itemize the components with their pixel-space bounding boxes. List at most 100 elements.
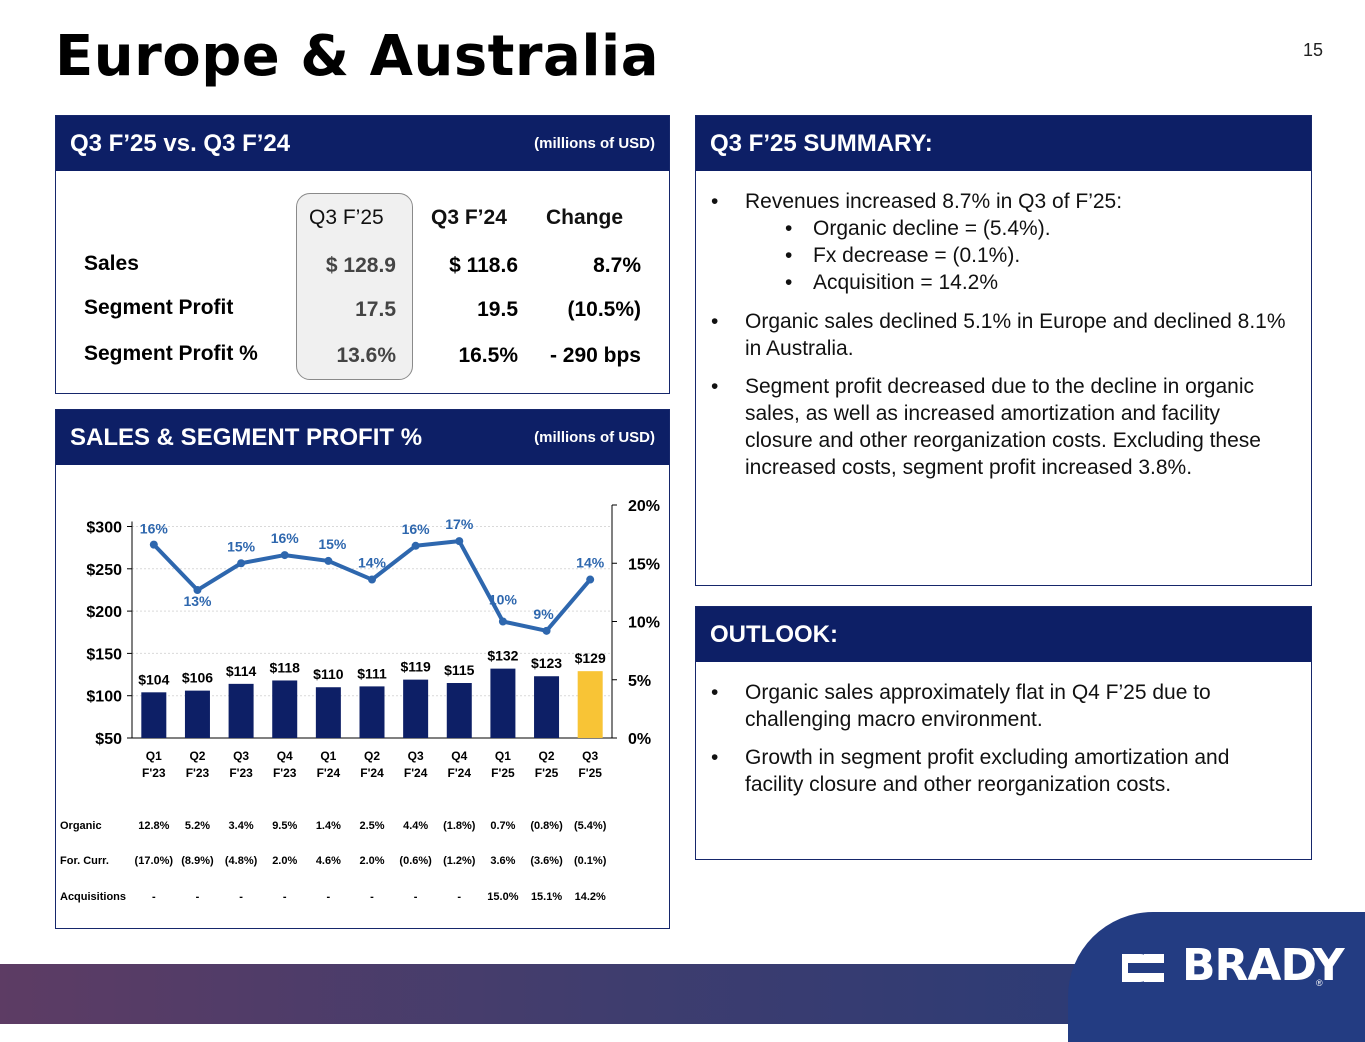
segment-profit-label: 14% [576,555,605,571]
breakdown-cell: - [152,891,156,903]
sales-bar [272,680,298,738]
category-label-quarter: Q3 [582,749,598,763]
breakdown-row-label: Acquisitions [60,891,126,903]
breakdown-cell: (8.9%) [181,855,214,867]
right-axis-label: 5% [628,673,651,690]
bullet-dot: • [711,681,719,704]
segment-profit-point [498,617,507,626]
row-label-segment-profit: Segment Profit [84,296,234,319]
segment-profit-pct-prior: 16.5% [458,344,518,367]
breakdown-cell: 15.0% [487,891,518,903]
breakdown-cell: (5.4%) [574,820,607,832]
brady-logo-text: BRADY [1182,940,1345,991]
sales-chart-title: SALES & SEGMENT PROFIT % [70,423,423,451]
sales-bar-label: $123 [531,655,562,671]
segment-profit-point [324,556,333,565]
segment-profit-point [586,575,595,584]
outlook-bullet: • Organic sales approximately flat in Q4… [711,679,1290,733]
breakdown-cell: 0.7% [490,820,515,832]
sales-bar [490,668,516,738]
sales-bar-label: $106 [182,670,213,686]
sales-current: $ 128.9 [325,254,396,277]
bullet-dot: • [785,217,793,240]
sales-chart-unit: (millions of USD) [534,429,655,446]
category-label-year: F'24 [360,766,384,780]
right-axis-label: 10% [628,615,660,632]
category-label-quarter: Q4 [277,749,293,763]
bullet-dot: • [711,375,719,398]
breakdown-cell: 15.1% [531,891,562,903]
breakdown-cell: - [283,891,287,903]
sales-bar-label: $110 [313,666,344,682]
category-label-year: F'25 [578,766,602,780]
breakdown-cell: - [327,891,331,903]
segment-profit-point [193,586,202,595]
breakdown-cell: 1.4% [316,820,341,832]
segment-profit-point [455,537,464,546]
summary-bullet-text: Revenues increased 8.7% in Q3 of F’25: [745,190,1123,213]
sales-bar-label: $115 [444,662,475,678]
comparison-panel: Q3 F’25 vs. Q3 F’24 (millions of USD) Q3… [55,115,670,394]
summary-bullet: • Revenues increased 8.7% in Q3 of F’25: [711,188,1290,215]
left-axis-label: $300 [86,520,122,537]
left-axis-label: $50 [95,731,122,748]
logo-tab [1068,912,1365,1042]
summary-sub-bullet: • Organic decline = (5.4%). [785,215,1283,242]
outlook-title: OUTLOOK: [710,620,838,648]
col-header-change: Change [546,206,624,229]
breakdown-cell: 12.8% [138,820,169,832]
sales-bar-label: $118 [270,659,301,675]
segment-profit-label: 10% [489,592,518,608]
category-label-year: F'24 [317,766,341,780]
breakdown-cell: 9.5% [272,820,297,832]
breakdown-cell: 14.2% [575,891,606,903]
category-label-year: F'23 [273,766,297,780]
category-label-year: F'25 [535,766,559,780]
summary-bullet-text: Segment profit decreased due to the decl… [745,375,1261,479]
sales-bar [184,690,210,738]
sales-bar-label: $104 [138,671,169,687]
outlook-list: • Organic sales approximately flat in Q4… [711,679,1290,798]
segment-profit-label: 13% [183,593,212,609]
category-label-year: F'24 [448,766,472,780]
left-axis-label: $150 [86,646,122,663]
summary-header: Q3 F’25 SUMMARY: [696,116,1311,171]
breakdown-cell: - [457,891,461,903]
category-label-year: F'23 [186,766,210,780]
breakdown-cell: 3.6% [490,855,515,867]
sales-bar [315,687,341,738]
sales-prior: $ 118.6 [449,254,518,277]
breakdown-cell: 2.0% [272,855,297,867]
sales-bar [446,683,472,738]
summary-sub-bullet: • Fx decrease = (0.1%). [785,242,1283,269]
outlook-header: OUTLOOK: [696,607,1311,662]
category-label-quarter: Q1 [495,749,511,763]
category-label-quarter: Q4 [451,749,467,763]
segment-profit-label: 15% [318,536,347,552]
outlook-bullet-text: Growth in segment profit excluding amort… [745,746,1230,796]
summary-sub-bullet-text: Fx decrease = (0.1%). [813,244,1021,267]
breakdown-cell: - [414,891,418,903]
current-quarter-highlight [296,193,413,380]
bullet-dot: • [711,746,719,769]
breakdown-row-label: Organic [60,820,102,832]
sales-bar-label: $119 [400,659,431,675]
category-label-year: F'23 [229,766,253,780]
summary-sub-bullet-text: Organic decline = (5.4%). [813,217,1051,240]
segment-profit-point [280,551,289,560]
segment-profit-prior: 19.5 [477,298,518,321]
breakdown-cell: 2.5% [359,820,384,832]
outlook-bullet-text: Organic sales approximately flat in Q4 F… [745,681,1211,731]
page-number: 15 [1302,40,1323,60]
category-label-quarter: Q3 [233,749,249,763]
summary-bullet-text: Organic sales declined 5.1% in Europe an… [745,310,1286,360]
breakdown-cell: (17.0%) [135,855,174,867]
segment-profit-point [411,541,420,550]
left-axis-label: $100 [86,689,122,706]
breakdown-cell: (0.6%) [399,855,432,867]
col-header-current: Q3 F’25 [309,206,384,229]
segment-profit-point [149,540,158,549]
segment-profit-pct-change: - 290 bps [549,344,641,367]
segment-profit-current: 17.5 [355,298,396,321]
segment-profit-label: 16% [140,521,169,537]
